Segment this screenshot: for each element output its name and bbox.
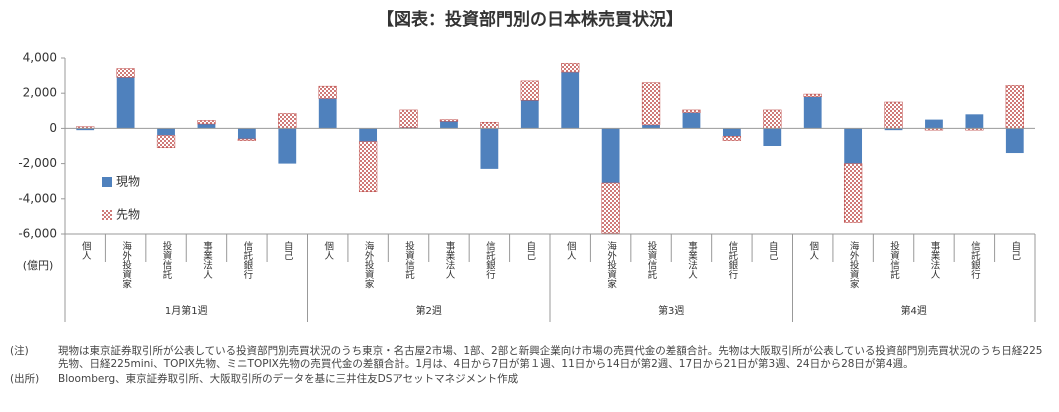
group-label: 1月第1週 — [165, 304, 208, 317]
x-tick-label: 個人 — [80, 240, 92, 260]
x-tick-label: 事業法人 — [201, 240, 213, 279]
bar — [237, 138, 257, 141]
legend-label: 先物 — [116, 208, 140, 222]
bar — [520, 80, 539, 101]
chart: 【図表：投資部門別の日本株売買状況】 (億円) -6,000 -4,000 -2,0… — [18, 9, 1036, 322]
bar — [480, 128, 499, 169]
bar — [561, 72, 580, 129]
y-tick-label: -4,000 — [18, 191, 57, 205]
bar — [156, 135, 176, 149]
bar — [884, 101, 903, 129]
bar — [803, 93, 822, 97]
chart-title: 【図表：投資部門別の日本株売買状況】 — [377, 9, 683, 30]
legend-label: 現物 — [116, 175, 140, 189]
bar — [520, 100, 539, 129]
bar — [722, 128, 741, 137]
bar — [642, 124, 660, 129]
bar — [480, 121, 499, 129]
bar — [439, 119, 459, 122]
bar — [358, 141, 378, 193]
bar — [561, 63, 580, 73]
bar — [843, 163, 863, 223]
group-label: 第2週 — [416, 304, 442, 317]
bar — [884, 128, 903, 131]
x-tick-label: 信託銀行 — [241, 240, 253, 280]
bar — [157, 128, 175, 136]
bar — [197, 124, 216, 129]
x-tick-label: 信託銀行 — [726, 240, 738, 280]
bar — [925, 119, 943, 129]
bar — [1005, 128, 1024, 154]
bar — [641, 82, 661, 126]
y-tick-label: 0 — [49, 121, 57, 135]
x-tick-label: 海外投資家 — [120, 240, 132, 288]
x-tick-label: 海外投資家 — [848, 240, 860, 288]
x-tick-label: 海外投資家 — [605, 240, 617, 288]
x-tick-label: 信託銀行 — [484, 240, 496, 280]
group-label: 第3週 — [658, 304, 684, 317]
note-text: 現物は東京証券取引所が公表している投資部門別売買状況のうち東京・名古屋2市場、1… — [58, 345, 1043, 370]
bar — [722, 136, 742, 141]
x-tick-label: 投資信託 — [403, 240, 415, 280]
bar — [803, 96, 822, 129]
bar — [1005, 85, 1024, 129]
note-label: (出所) — [10, 373, 40, 385]
x-tick-label: 事業法人 — [686, 240, 698, 279]
bar — [682, 112, 701, 129]
bar — [844, 128, 863, 164]
x-tick-label: 投資信託 — [161, 240, 173, 280]
y-tick-label: 4,000 — [23, 51, 57, 65]
bar — [278, 113, 297, 129]
bar — [440, 121, 458, 129]
bar — [278, 128, 297, 164]
x-tick-label: 海外投資家 — [363, 240, 375, 288]
note: (注) 現物は東京証券取引所が公表している投資部門別売買状況のうち東京・名古屋2市… — [10, 345, 1050, 371]
y-unit: (億円) — [23, 259, 54, 272]
bar — [763, 109, 782, 129]
bar — [682, 109, 701, 113]
x-tick-label: 信託銀行 — [969, 240, 981, 280]
x-tick-label: 自己 — [1009, 240, 1020, 260]
bar — [76, 128, 95, 131]
y-tick-label: -6,000 — [18, 227, 57, 241]
x-tick-label: 投資信託 — [646, 240, 658, 280]
bar — [318, 85, 337, 99]
x-tick-label: 自己 — [524, 240, 535, 260]
bar — [237, 128, 256, 139]
y-tick-label: -2,000 — [18, 156, 57, 170]
bar — [763, 128, 782, 146]
x-tick-label: 個人 — [565, 240, 577, 260]
bar — [601, 182, 620, 234]
x-tick-label: 個人 — [322, 240, 334, 260]
bar — [359, 128, 378, 142]
note-label: (注) — [10, 345, 29, 357]
x-tick-label: 自己 — [767, 240, 778, 260]
note-text: Bloomberg、東京証券取引所、大阪取引所のデータを基に三井住友DSアセット… — [58, 373, 519, 385]
x-tick-label: 事業法人 — [443, 240, 455, 279]
bar — [965, 114, 984, 129]
bar — [116, 77, 135, 129]
y-tick-label: 2,000 — [23, 86, 57, 100]
bar — [197, 120, 216, 125]
legend-swatch — [102, 177, 112, 187]
bar — [601, 128, 620, 183]
notes: (注) 現物は東京証券取引所が公表している投資部門別売買状況のうち東京・名古屋2市… — [10, 345, 1050, 388]
x-tick-label: 自己 — [282, 240, 293, 260]
x-tick-label: 投資信託 — [888, 240, 900, 280]
x-tick-label: 個人 — [807, 240, 819, 260]
bar — [318, 98, 337, 129]
bar — [116, 68, 135, 78]
bar — [399, 109, 418, 128]
legend-swatch — [102, 210, 112, 220]
note: (出所) Bloomberg、東京証券取引所、大阪取引所のデータを基に三井住友DS… — [10, 373, 1050, 386]
x-tick-label: 事業法人 — [928, 240, 940, 279]
group-label: 第4週 — [901, 304, 927, 317]
